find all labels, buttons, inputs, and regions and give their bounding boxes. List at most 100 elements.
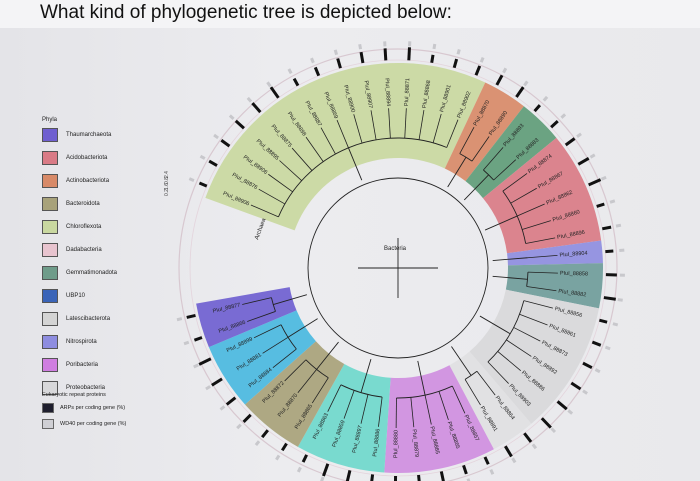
tree-branch xyxy=(258,188,286,205)
clade-sector xyxy=(208,310,316,405)
arp-bar xyxy=(603,296,616,301)
wd40-bar xyxy=(489,469,495,475)
leaf-label: PIuI_88904 xyxy=(559,250,588,258)
wd40-bar xyxy=(615,223,622,228)
wd40-bar xyxy=(193,363,199,369)
tree-branch xyxy=(311,377,329,404)
arp-bar xyxy=(570,381,582,391)
wd40-bar xyxy=(589,153,596,159)
wd40-bar xyxy=(576,132,582,138)
tree-branch xyxy=(410,397,415,428)
tree-branch xyxy=(360,358,372,393)
leaf-label: PIuI_88896 xyxy=(557,230,586,241)
tree-branch xyxy=(522,220,551,230)
legend-swatch xyxy=(42,357,58,372)
leaf-label: PIuI_88879 xyxy=(411,429,420,458)
legend-title: Phyla xyxy=(42,117,58,123)
arp-bar xyxy=(452,58,459,69)
arp-bar xyxy=(483,456,490,465)
wd40-bar xyxy=(594,368,601,374)
legend-label: Actinobacteriota xyxy=(66,177,110,184)
legend-item: Thaumarchaeota xyxy=(42,127,167,142)
wd40-bar xyxy=(531,443,538,450)
arp-bar xyxy=(345,470,352,481)
wd40-bar xyxy=(183,340,190,346)
wd40-bar xyxy=(254,440,261,446)
arp-bar xyxy=(550,120,559,129)
legend-swatch xyxy=(42,265,58,280)
clade-sector xyxy=(505,263,603,309)
wd40-bar xyxy=(296,466,302,473)
tree-branch xyxy=(388,108,391,139)
tree-branch xyxy=(370,110,377,140)
wd40-bar xyxy=(176,317,183,322)
arp-bar xyxy=(313,66,321,77)
arp-bar xyxy=(601,225,612,231)
clade-sector xyxy=(469,289,599,424)
tree-branch xyxy=(525,237,556,244)
arp-bar xyxy=(383,48,388,61)
tree-branch xyxy=(476,371,496,396)
arp-bar xyxy=(533,104,542,113)
question-text: What kind of phylogenetic tree is depict… xyxy=(40,2,452,23)
wd40-bar xyxy=(213,133,219,140)
tree-branch xyxy=(378,396,383,427)
leaf-label: PIuI_88880 xyxy=(393,430,399,458)
tree-branch xyxy=(492,275,528,280)
arp-bar xyxy=(322,463,330,477)
tree-branch xyxy=(447,156,467,188)
tree-branch xyxy=(247,311,276,322)
legend-label: Latescibacterota xyxy=(66,315,111,322)
arp-bar xyxy=(556,400,568,411)
wd40-bar xyxy=(333,49,339,56)
legend-item: Actinobacteriota xyxy=(42,173,167,188)
arp-bar xyxy=(242,413,252,423)
wd40-bar xyxy=(466,478,471,481)
tree-branch xyxy=(527,271,558,274)
arp-bar xyxy=(564,137,576,147)
wd40-bar xyxy=(567,409,574,415)
eukaryotic-legend-item: ARPs per coding gene (%) xyxy=(42,403,182,413)
wd40-bar xyxy=(617,298,623,302)
eukaryotic-legend-title: Eukaryotic repeat proteins xyxy=(42,392,106,398)
tree-branch xyxy=(287,318,318,338)
legend-label: ARPs per coding gene (%) xyxy=(60,405,126,411)
phyla-legend: Phyla Thaumarchaeota Acidobacteriota Act… xyxy=(42,117,167,404)
legend-swatch xyxy=(42,173,58,188)
legend-item: UBP10 xyxy=(42,288,167,303)
eukaryotic-legend: Eukaryotic repeat proteins ARPs per codi… xyxy=(42,392,182,435)
arp-bar xyxy=(261,429,269,439)
clade-sector xyxy=(507,240,603,266)
legend-item: Gemmatimonadota xyxy=(42,265,167,280)
archaea-label: Archaea xyxy=(254,217,268,241)
wd40-bar xyxy=(560,113,567,119)
arp-bar xyxy=(515,86,525,98)
tree-branch xyxy=(451,346,472,376)
wd40-bar xyxy=(432,43,437,50)
tree-branch xyxy=(510,187,537,204)
legend-label: Gemmatimonadota xyxy=(66,269,118,276)
arp-bar xyxy=(359,51,365,64)
wd40-bar xyxy=(502,67,508,74)
legend-item: Latescibacterota xyxy=(42,311,167,326)
tree-branch xyxy=(242,297,272,305)
wd40-bar xyxy=(523,80,529,87)
tree-branch xyxy=(463,174,490,201)
wd40-bar xyxy=(511,457,517,464)
tree-branch xyxy=(336,119,349,148)
tree-branch xyxy=(446,119,459,148)
tree-branch xyxy=(343,390,355,419)
arp-bar xyxy=(198,181,208,188)
legend-item: Chloroflexota xyxy=(42,219,167,234)
arp-bar xyxy=(193,336,203,342)
arp-bar xyxy=(588,178,602,187)
outer-ring xyxy=(178,48,618,481)
arp-bar xyxy=(495,74,504,86)
tree-branch xyxy=(418,110,425,140)
legend-swatch xyxy=(42,380,58,395)
tree-branch xyxy=(353,114,363,144)
arp-bar xyxy=(292,77,300,87)
legend-swatch xyxy=(42,127,58,142)
tree-branch xyxy=(262,336,289,354)
tree-branch xyxy=(451,385,466,414)
